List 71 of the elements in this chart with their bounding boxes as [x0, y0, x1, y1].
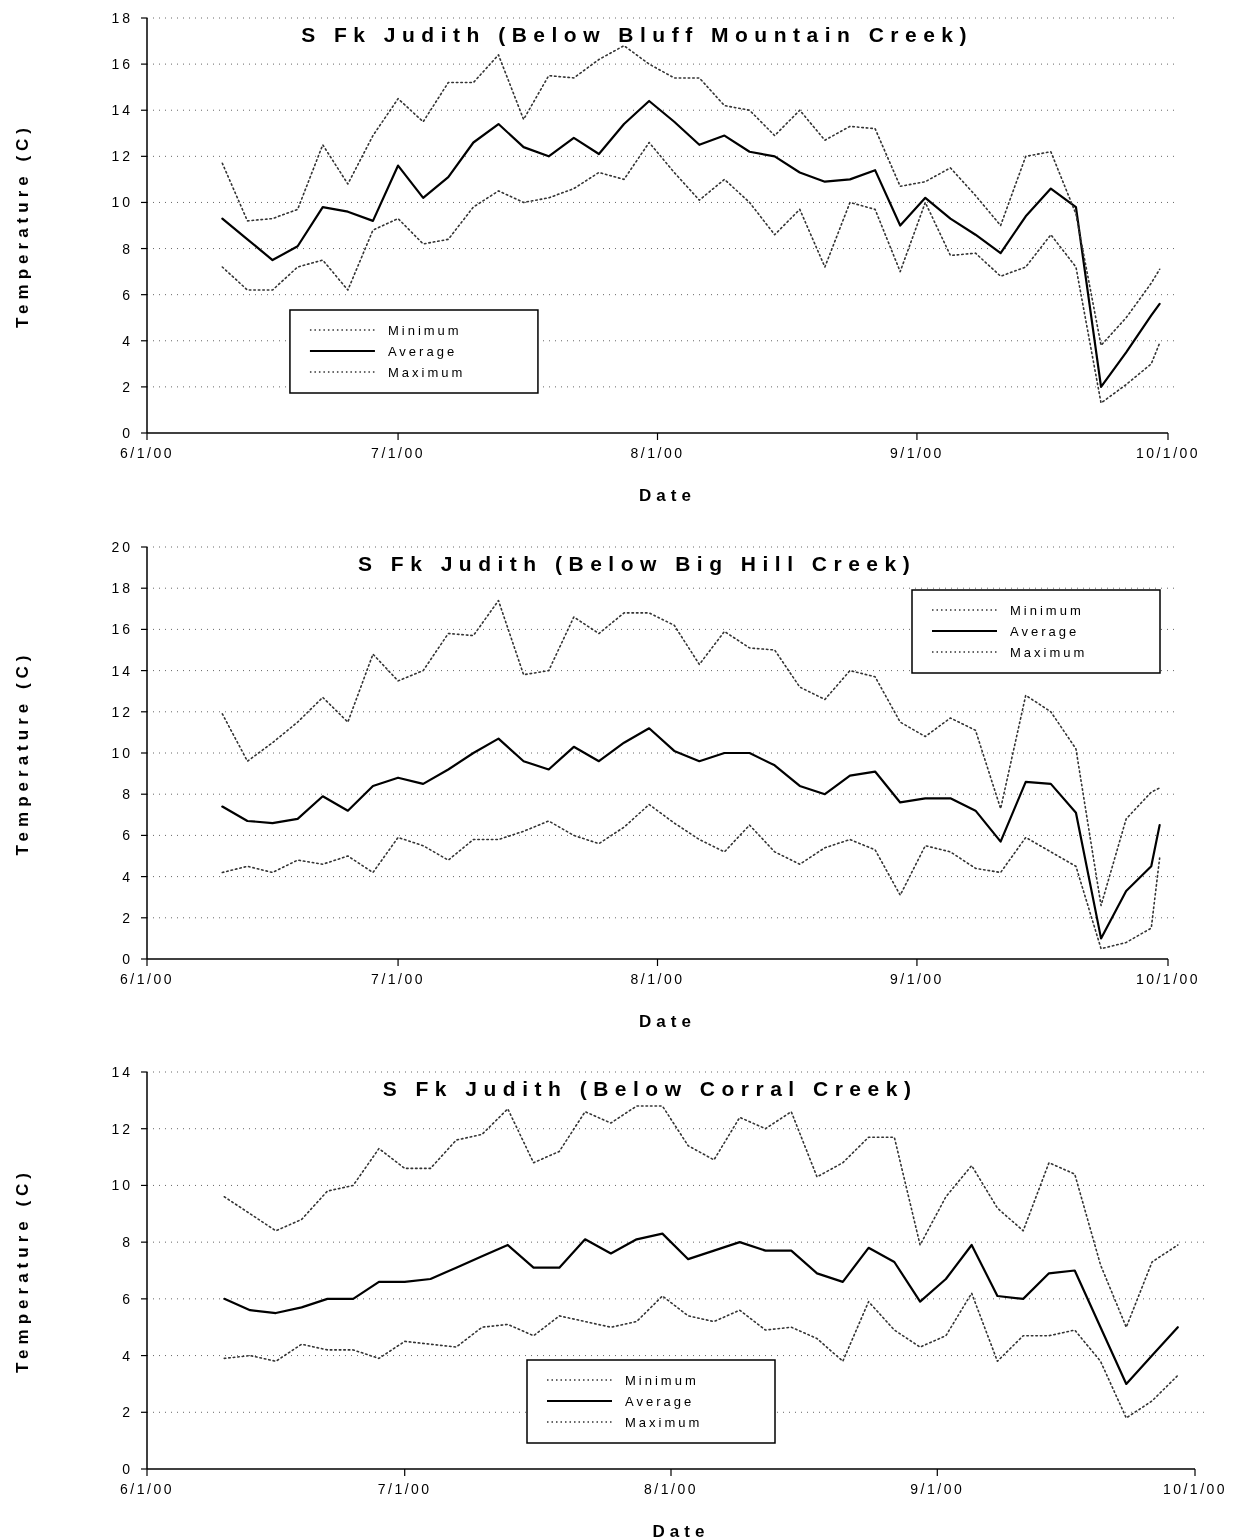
y-tick-label: 10 — [111, 745, 133, 761]
y-tick-label: 4 — [122, 332, 133, 349]
line-series — [221, 141, 1161, 404]
line-series — [221, 44, 1161, 347]
y-axis-title: Temperature (C) — [13, 122, 32, 329]
legend-label: Maximum — [625, 1415, 703, 1430]
x-tick-label: 6/1/00 — [120, 1481, 174, 1497]
x-tick-label: 9/1/00 — [889, 445, 944, 461]
line-series — [221, 99, 1161, 388]
y-tick-label: 0 — [122, 1461, 133, 1477]
y-tick-label: 0 — [122, 951, 133, 967]
y-tick-label: 14 — [111, 102, 133, 119]
y-tick-label: 4 — [122, 868, 133, 885]
legend-label: Maximum — [387, 365, 466, 380]
legend-label: Average — [1010, 624, 1080, 639]
line-series — [223, 1105, 1179, 1329]
line-series — [223, 1292, 1179, 1419]
y-tick-label: 16 — [111, 621, 133, 638]
x-tick-label: 10/1/00 — [1135, 971, 1201, 987]
x-axis-title: Date — [639, 1012, 696, 1031]
x-axis-title: Date — [639, 486, 696, 505]
y-tick-label: 0 — [122, 425, 133, 441]
y-tick-label: 6 — [122, 1290, 133, 1307]
y-tick-label: 16 — [111, 56, 133, 73]
y-axis-title: Temperature (C) — [13, 1167, 32, 1374]
line-series — [221, 727, 1161, 940]
y-tick-label: 6 — [122, 827, 133, 844]
x-tick-label: 6/1/00 — [120, 445, 174, 461]
x-tick-label: 8/1/00 — [644, 1481, 698, 1497]
y-tick-label: 8 — [122, 786, 133, 803]
line-series — [221, 599, 1161, 907]
chart-title: S Fk Judith (Below Corral Creek) — [382, 1077, 918, 1100]
y-axis-title: Temperature (C) — [13, 650, 32, 856]
legend-label: Minimum — [387, 323, 462, 338]
y-tick-label: 12 — [111, 703, 133, 720]
legend-label: Minimum — [625, 1373, 699, 1388]
y-tick-label: 10 — [111, 1177, 133, 1194]
y-tick-label: 8 — [122, 240, 133, 257]
line-series — [223, 1232, 1179, 1386]
line-series — [221, 803, 1161, 950]
chart-title: S Fk Judith (Below Bluff Mountain Creek) — [301, 23, 973, 46]
y-tick-label: 12 — [111, 148, 133, 165]
x-tick-label: 10/1/00 — [1135, 445, 1201, 461]
x-axis-title: Date — [652, 1522, 710, 1539]
legend-label: Maximum — [1010, 645, 1088, 660]
y-tick-label: 8 — [122, 1234, 133, 1251]
legend-label: Average — [625, 1394, 695, 1409]
x-tick-label: 9/1/00 — [910, 1481, 965, 1497]
y-tick-label: 14 — [111, 662, 133, 679]
y-tick-label: 10 — [111, 194, 133, 211]
y-tick-label: 2 — [122, 909, 133, 926]
y-tick-label: 20 — [111, 539, 133, 555]
y-tick-label: 18 — [111, 580, 133, 597]
y-tick-label: 12 — [111, 1120, 133, 1137]
x-tick-label: 8/1/00 — [630, 445, 685, 461]
x-tick-label: 10/1/00 — [1162, 1481, 1228, 1497]
x-tick-label: 7/1/00 — [371, 971, 426, 987]
y-tick-label: 2 — [122, 1404, 133, 1421]
x-tick-label: 9/1/00 — [889, 971, 944, 987]
chart-title: S Fk Judith (Below Big Hill Creek) — [357, 552, 917, 575]
legend-label: Minimum — [1010, 603, 1084, 618]
x-tick-label: 8/1/00 — [630, 971, 685, 987]
legend-label: Average — [387, 344, 458, 359]
x-tick-label: 7/1/00 — [377, 1481, 432, 1497]
x-tick-label: 6/1/00 — [120, 971, 174, 987]
y-tick-label: 14 — [111, 1064, 133, 1080]
y-tick-label: 6 — [122, 286, 133, 303]
y-tick-label: 2 — [122, 378, 133, 395]
y-tick-label: 4 — [122, 1347, 133, 1364]
y-tick-label: 18 — [111, 10, 133, 26]
x-tick-label: 7/1/00 — [371, 445, 426, 461]
